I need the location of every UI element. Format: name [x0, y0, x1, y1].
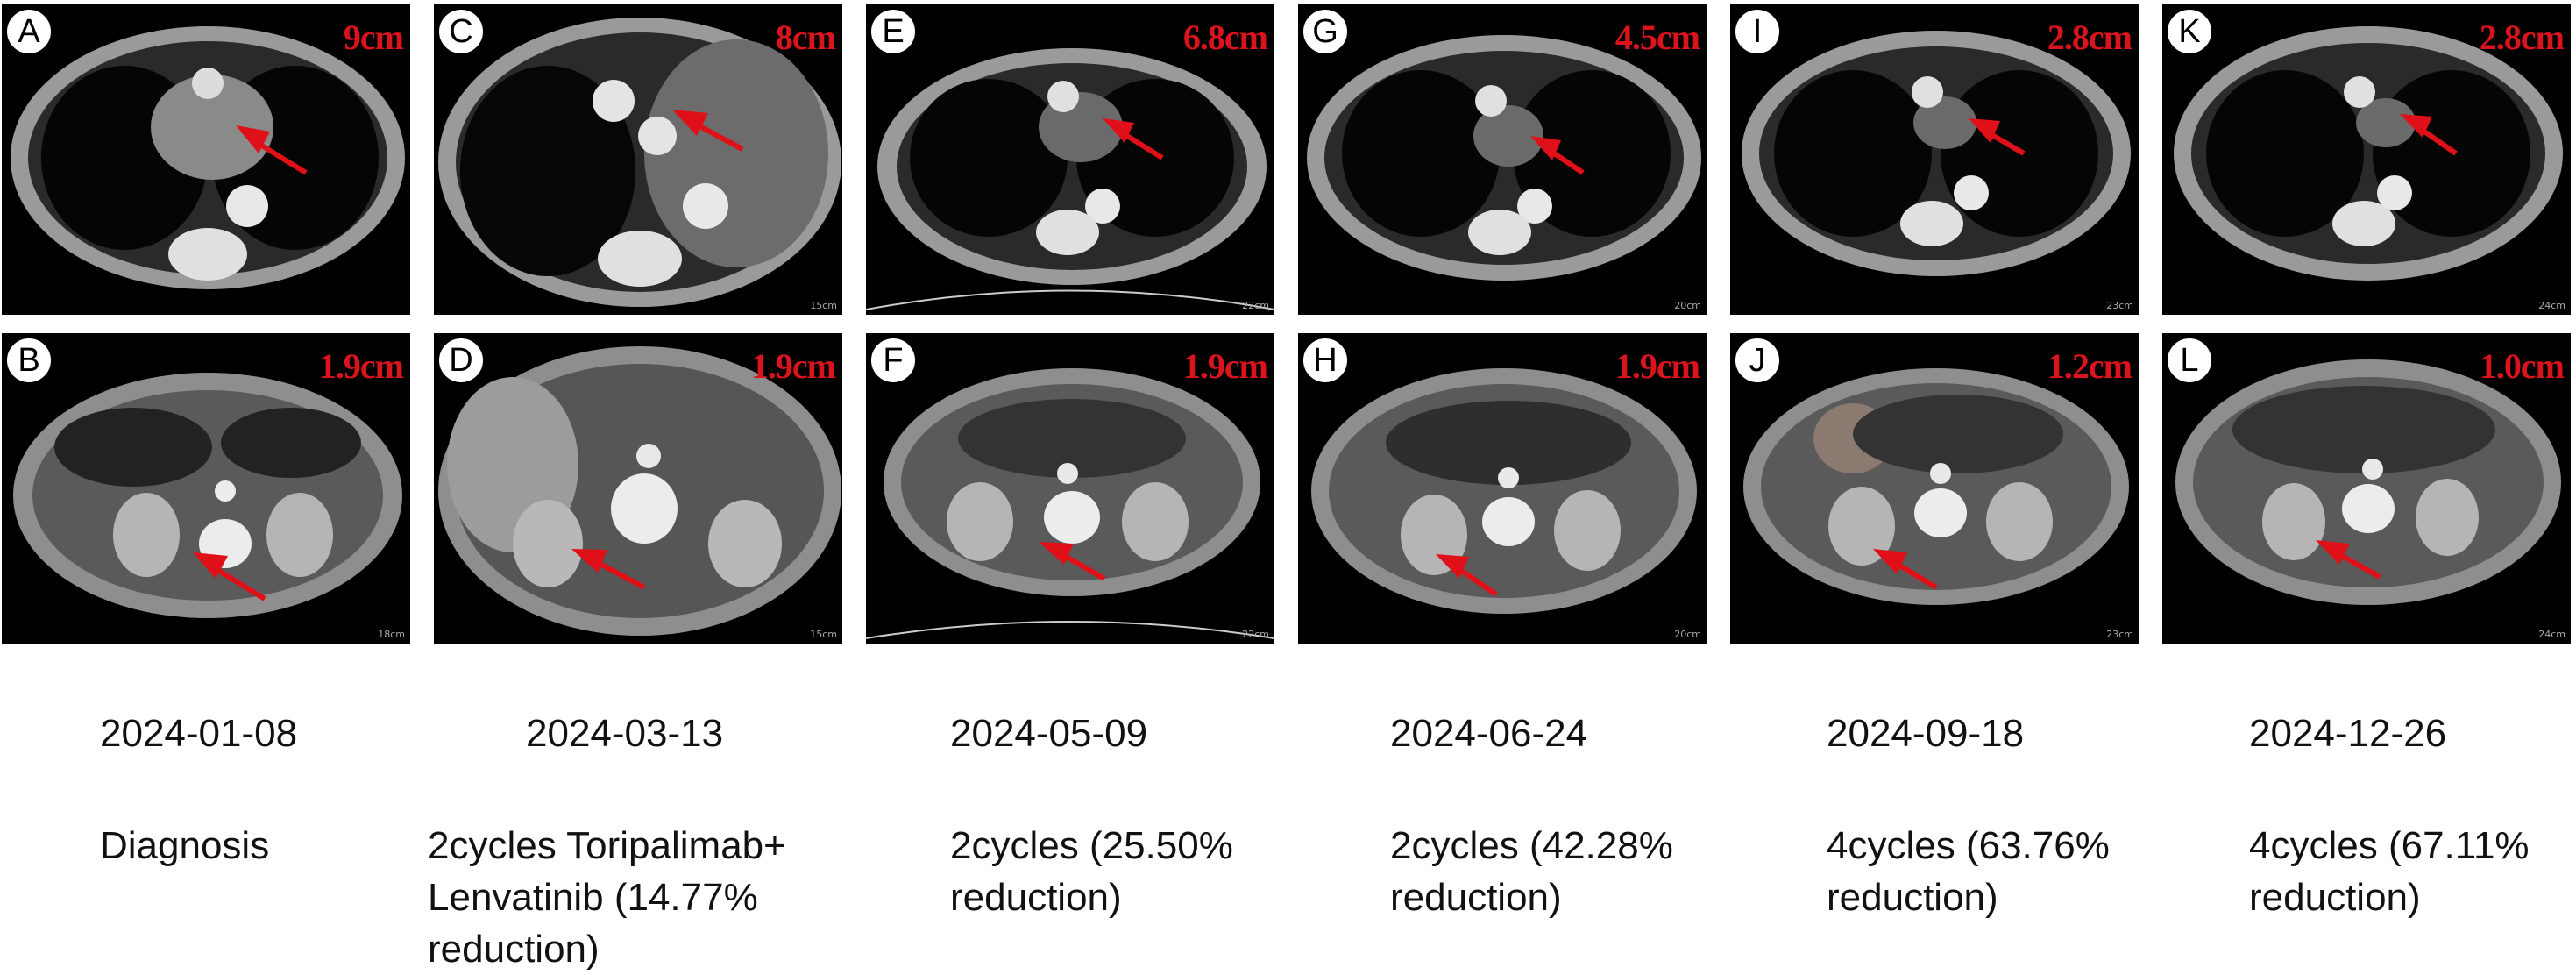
panel-label: D — [437, 337, 485, 384]
ct-panel-a: A 9cm — [2, 4, 410, 315]
ct-chest-image — [866, 48, 1274, 310]
scale-label: 23cm — [2106, 629, 2133, 640]
ct-panel-c: C 8cm 15cm — [434, 4, 842, 315]
measurement-label: 2.8cm — [2479, 18, 2565, 57]
panel-label: E — [869, 8, 917, 55]
treatment-note: Diagnosis — [100, 824, 270, 867]
scale-label: 22cm — [1242, 629, 1269, 640]
measurement-label: 2.8cm — [2047, 18, 2132, 57]
ct-abdomen-image — [2175, 359, 2561, 605]
date-label: 2024-01-08 — [100, 712, 298, 755]
measurement-label: 1.9cm — [1182, 346, 1268, 386]
ct-panel-i: I 2.8cm 23cm — [1730, 4, 2139, 315]
ct-abdomen-image — [13, 373, 402, 618]
timepoint-caption: 2024-06-24 2cycles (42.28% reduction) — [1390, 656, 1802, 923]
ct-chest-image — [1742, 31, 2131, 276]
ct-panel-k: K 2.8cm 24cm — [2162, 4, 2571, 315]
timepoint-caption: 2024-05-09 2cycles (25.50% reduction) — [950, 656, 1362, 923]
ct-panel-b: B 1.9cm 18cm — [2, 333, 410, 644]
date-label: 2024-03-13 — [526, 712, 724, 755]
ct-chest-image — [2174, 26, 2563, 281]
timepoint-caption: 2024-03-13 2cycles Toripalimab+ Lenvatin… — [428, 656, 840, 975]
ct-abdomen-image — [1743, 368, 2129, 605]
scale-label: 20cm — [1674, 629, 1701, 640]
panel-label: G — [1302, 8, 1349, 55]
scale-label: 18cm — [378, 629, 405, 640]
ct-chest-image — [438, 18, 841, 307]
ct-panel-e: E 6.8cm 22cm — [866, 4, 1274, 315]
measurement-label: 1.9cm — [1614, 346, 1700, 386]
measurement-label: 8cm — [775, 18, 836, 57]
panel-label: C — [437, 8, 485, 55]
panel-label: K — [2166, 8, 2213, 55]
ct-chest-image — [1307, 35, 1701, 281]
ct-panel-l: L 1.0cm 24cm — [2162, 333, 2571, 644]
ct-panel-d: D 1.9cm 15cm — [434, 333, 842, 644]
date-label: 2024-05-09 — [950, 712, 1148, 755]
panel-label: B — [5, 337, 53, 384]
panel-label: A — [5, 8, 53, 55]
scale-label: 24cm — [2538, 300, 2565, 311]
panel-label: I — [1734, 8, 1781, 55]
ct-panel-j: J 1.2cm 23cm — [1730, 333, 2139, 644]
date-label: 2024-06-24 — [1390, 712, 1588, 755]
scale-label: 23cm — [2106, 300, 2133, 311]
ct-panel-g: G 4.5cm 20cm — [1298, 4, 1707, 315]
scale-label: 15cm — [810, 629, 837, 640]
scale-label: 24cm — [2538, 629, 2565, 640]
measurement-label: 1.2cm — [2047, 346, 2132, 386]
scale-label: 15cm — [810, 300, 837, 311]
panel-label: H — [1302, 337, 1349, 384]
treatment-note: 2cycles Toripalimab+ Lenvatinib (14.77% … — [428, 824, 786, 971]
panel-label: L — [2166, 337, 2213, 384]
panel-label: F — [869, 337, 917, 384]
ct-abdomen-image — [866, 368, 1274, 639]
scale-label: 22cm — [1242, 300, 1269, 311]
ct-abdomen-image — [438, 346, 841, 636]
treatment-note: 4cycles (67.11% reduction) — [2249, 824, 2530, 919]
treatment-note: 4cycles (63.76% reduction) — [1827, 824, 2110, 919]
scale-label: 20cm — [1674, 300, 1701, 311]
ct-chest-image — [11, 26, 405, 289]
date-label: 2024-12-26 — [2249, 712, 2447, 755]
ct-abdomen-image — [1311, 368, 1697, 614]
measurement-label: 9cm — [343, 18, 404, 57]
timepoint-caption: 2024-12-26 4cycles (67.11% reduction) — [2249, 656, 2576, 923]
measurement-label: 1.9cm — [750, 346, 836, 386]
treatment-note: 2cycles (25.50% reduction) — [950, 824, 1233, 919]
date-label: 2024-09-18 — [1827, 712, 2025, 755]
treatment-note: 2cycles (42.28% reduction) — [1390, 824, 1673, 919]
measurement-label: 1.0cm — [2479, 346, 2565, 386]
ct-panel-f: F 1.9cm 22cm — [866, 333, 1274, 644]
timepoint-caption: 2024-09-18 4cycles (63.76% reduction) — [1827, 656, 2239, 923]
ct-panel-h: H 1.9cm 20cm — [1298, 333, 1707, 644]
timepoint-caption: 2024-01-08 Diagnosis — [100, 656, 512, 872]
measurement-label: 1.9cm — [318, 346, 404, 386]
measurement-label: 6.8cm — [1182, 18, 1268, 57]
measurement-label: 4.5cm — [1614, 18, 1700, 57]
panel-label: J — [1734, 337, 1781, 384]
